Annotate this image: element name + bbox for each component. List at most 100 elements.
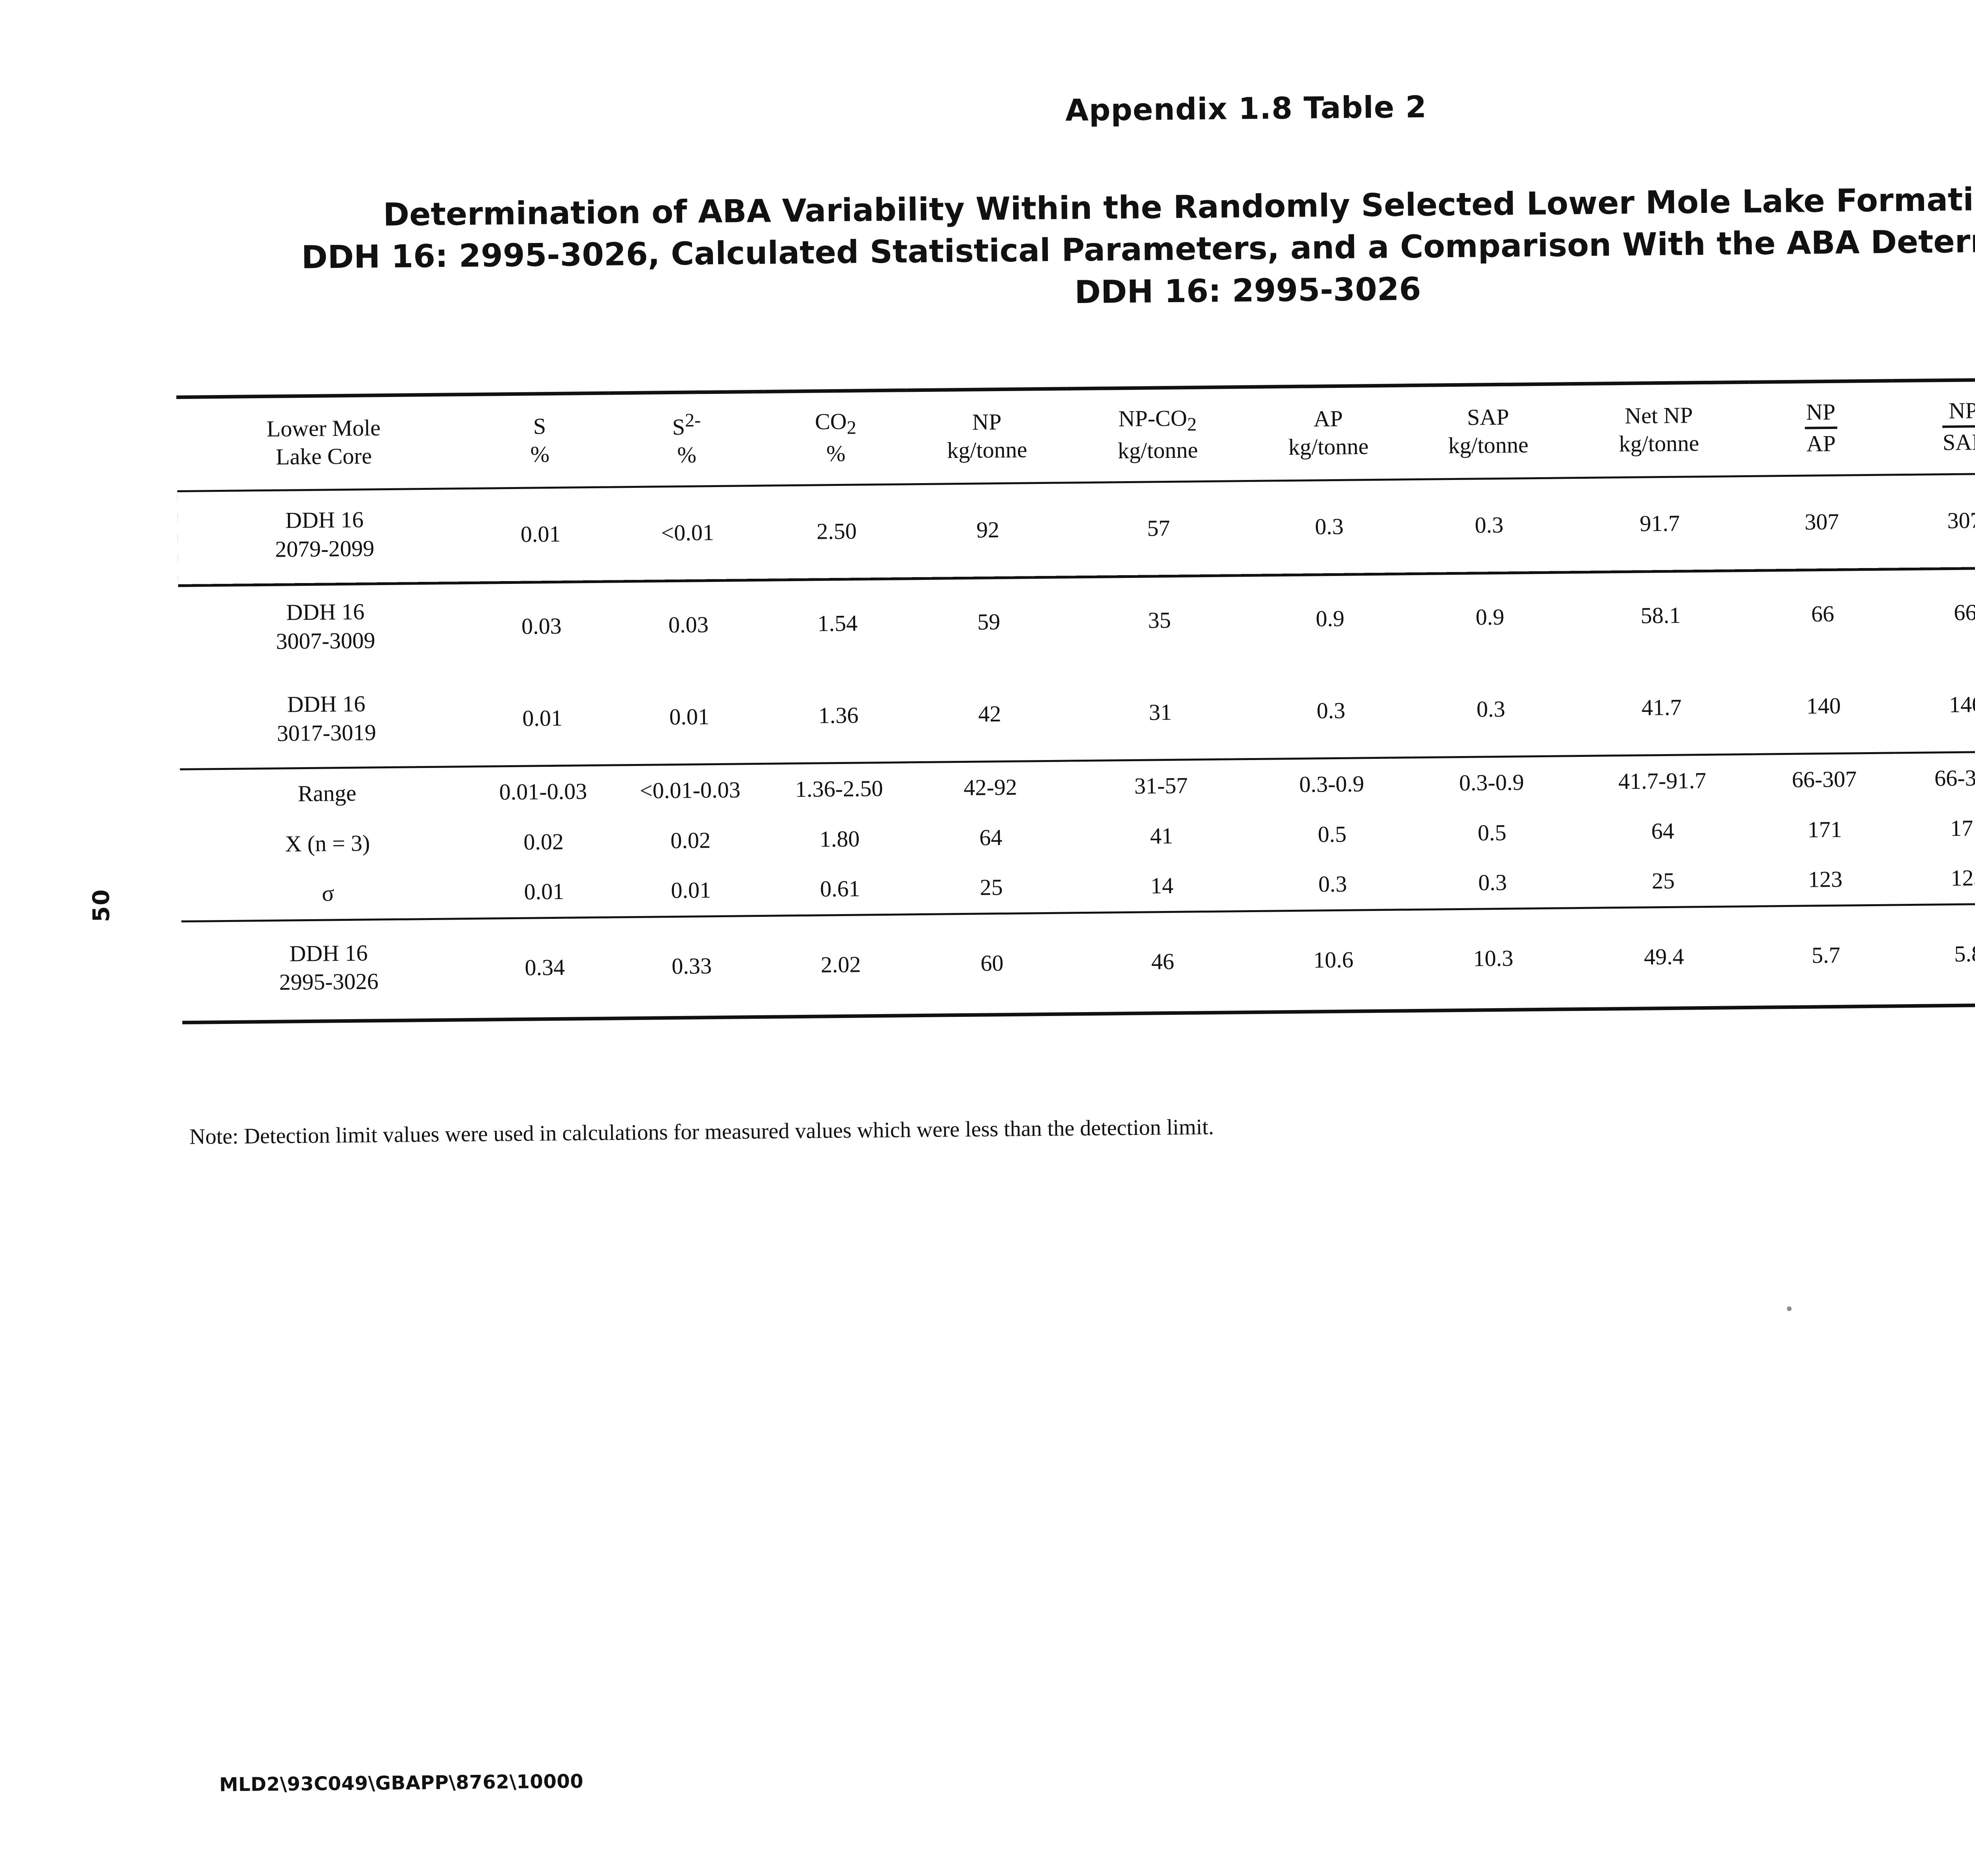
table-note: Note: Detection limit values were used i… bbox=[189, 1114, 1214, 1149]
cell-s: 0.03 bbox=[521, 613, 562, 640]
cell-s2: 0.01 bbox=[671, 877, 711, 903]
column-header-np-over-ap: NP AP bbox=[1749, 381, 1892, 476]
cell-sap: 0.3-0.9 bbox=[1459, 769, 1524, 796]
column-header-s2: S2- % bbox=[672, 410, 701, 468]
cell-np-ap: 66-307 bbox=[1791, 766, 1857, 792]
cell-s2: 0.01 bbox=[669, 704, 710, 730]
row-label: DDH 16 3017-3019 bbox=[276, 691, 376, 746]
cell-np-sap: 66-307 bbox=[1934, 764, 1975, 791]
page-title: Determination of ABA Variability Within … bbox=[0, 174, 1975, 324]
cell-s: 0.02 bbox=[523, 828, 564, 855]
cell-net-np: 41.7 bbox=[1641, 694, 1682, 721]
column-header-np-co2: NP-CO2 kg/tonne bbox=[1117, 405, 1198, 464]
cell-sap: 0.3 bbox=[1478, 869, 1507, 896]
cell-np-ap: 123 bbox=[1808, 866, 1843, 892]
cell-np-co2: 41 bbox=[1150, 822, 1173, 849]
cell-np-ap: 66 bbox=[1811, 601, 1834, 627]
cell-co2: 0.61 bbox=[820, 875, 860, 902]
cell-s: 0.01-0.03 bbox=[499, 778, 587, 805]
cell-s2: <0.01-0.03 bbox=[640, 777, 741, 803]
column-header-net-np: Net NP kg/tonne bbox=[1619, 402, 1699, 457]
cell-sap: 0.9 bbox=[1475, 604, 1505, 630]
cell-co2: 1.36 bbox=[818, 702, 859, 728]
cell-s: 0.34 bbox=[525, 954, 565, 980]
cell-ap: 0.3 bbox=[1318, 871, 1347, 897]
cell-np-co2: 35 bbox=[1147, 607, 1171, 633]
cell-np: 42 bbox=[978, 701, 1001, 727]
cell-co2: 1.36-2.50 bbox=[795, 775, 883, 802]
appendix-label: Appendix 1.8 Table 2 bbox=[1065, 89, 1427, 128]
cell-np: 42-92 bbox=[963, 774, 1018, 801]
cell-net-np: 91.7 bbox=[1639, 510, 1680, 536]
cell-s2: 0.03 bbox=[668, 612, 709, 638]
column-header-s: S % bbox=[530, 413, 550, 467]
cell-np-sap: 123 bbox=[1951, 865, 1975, 891]
column-header-np-over-sap: NP SAP bbox=[1892, 379, 1975, 475]
cell-sap: 0.3 bbox=[1476, 696, 1505, 722]
scan-speck bbox=[1787, 1306, 1792, 1312]
cell-np-sap: 66 bbox=[1954, 599, 1975, 626]
column-header-sap: SAP kg/tonne bbox=[1448, 404, 1529, 458]
row-label: σ bbox=[322, 880, 335, 906]
cell-np-co2: 46 bbox=[1151, 948, 1174, 975]
column-header-co2: CO2 % bbox=[814, 408, 857, 467]
column-header-core: Lower Mole Lake Core bbox=[266, 415, 381, 470]
cell-ap: 0.9 bbox=[1315, 606, 1345, 632]
cell-np-ap: 171 bbox=[1807, 816, 1842, 843]
cell-ap: 0.5 bbox=[1318, 821, 1347, 847]
cell-sap: 0.5 bbox=[1477, 819, 1507, 846]
cell-ap: 0.3 bbox=[1315, 514, 1344, 540]
cell-net-np: 58.1 bbox=[1640, 602, 1681, 628]
aba-table-container: Lower Mole Lake Core S % S2- % CO2 % bbox=[176, 375, 1975, 1024]
cell-np-co2: 14 bbox=[1150, 873, 1174, 899]
cell-sap: 10.3 bbox=[1473, 945, 1514, 971]
table-body-statistics: Range 0.01-0.03 <0.01-0.03 1.36-2.50 42-… bbox=[180, 749, 1975, 921]
cell-net-np: 49.4 bbox=[1644, 943, 1684, 970]
row-label: DDH 16 2079-2099 bbox=[275, 506, 375, 562]
cell-np-ap: 307 bbox=[1804, 509, 1840, 535]
table-row: DDH 16 3007-3009 0.03 0.03 1.54 59 35 0.… bbox=[178, 564, 1975, 676]
cell-net-np: 25 bbox=[1651, 867, 1675, 894]
cell-s2: 0.33 bbox=[672, 953, 712, 979]
cell-np: 92 bbox=[976, 517, 1000, 543]
aba-data-table: Lower Mole Lake Core S % S2- % CO2 % bbox=[176, 375, 1975, 1021]
cell-s2: <0.01 bbox=[661, 519, 715, 546]
cell-np-co2: 31 bbox=[1149, 699, 1172, 725]
table-header-row: Lower Mole Lake Core S % S2- % CO2 % bbox=[176, 376, 1975, 491]
column-header-ap: AP kg/tonne bbox=[1288, 405, 1369, 460]
cell-co2: 2.50 bbox=[816, 518, 857, 544]
row-label: DDH 16 3007-3009 bbox=[276, 598, 376, 654]
cell-np-sap: 5.8 bbox=[1954, 941, 1975, 967]
cell-s: 0.01 bbox=[520, 521, 561, 548]
table-row: DDH 16 3017-3019 0.01 0.01 1.36 42 31 0.… bbox=[179, 656, 1975, 770]
cell-s: 0.01 bbox=[524, 878, 564, 905]
cell-np-sap: 171 bbox=[1950, 815, 1975, 841]
cell-sap: 0.3 bbox=[1475, 512, 1504, 538]
cell-s2: 0.02 bbox=[670, 827, 711, 853]
cell-net-np: 64 bbox=[1651, 818, 1674, 844]
table-body-comparison: DDH 16 2995-3026 0.34 0.33 2.02 60 46 10… bbox=[181, 900, 1975, 1021]
row-label: DDH 16 2995-3026 bbox=[279, 940, 379, 995]
cell-co2: 1.80 bbox=[819, 826, 860, 852]
cell-np: 25 bbox=[980, 874, 1003, 900]
cell-net-np: 41.7-91.7 bbox=[1618, 768, 1706, 794]
cell-np: 60 bbox=[980, 950, 1004, 976]
cell-ap: 0.3 bbox=[1317, 698, 1346, 724]
cell-np: 59 bbox=[977, 609, 1001, 635]
cell-np-sap: 307 bbox=[1947, 507, 1975, 534]
cell-np-co2: 57 bbox=[1147, 515, 1170, 541]
cell-ap: 0.3-0.9 bbox=[1299, 771, 1364, 797]
cell-np: 64 bbox=[979, 824, 1003, 851]
column-header-np: NP kg/tonne bbox=[947, 408, 1027, 463]
file-path-footer: MLD2\93C049\GBAPP\8762\10000 bbox=[219, 1770, 584, 1796]
page-number: 50 bbox=[87, 888, 115, 922]
row-label: X (n = 3) bbox=[285, 830, 370, 857]
cell-np-ap: 140 bbox=[1806, 693, 1841, 719]
cell-s: 0.01 bbox=[522, 705, 563, 732]
cell-np-sap: 140 bbox=[1949, 691, 1975, 718]
cell-np-ap: 5.7 bbox=[1811, 942, 1841, 968]
cell-co2: 1.54 bbox=[817, 610, 858, 636]
cell-co2: 2.02 bbox=[820, 951, 861, 978]
table-row: DDH 16 2079-2099 0.01 <0.01 2.50 92 57 0… bbox=[177, 470, 1975, 585]
table-body-samples: DDH 16 2079-2099 0.01 <0.01 2.50 92 57 0… bbox=[177, 470, 1975, 769]
